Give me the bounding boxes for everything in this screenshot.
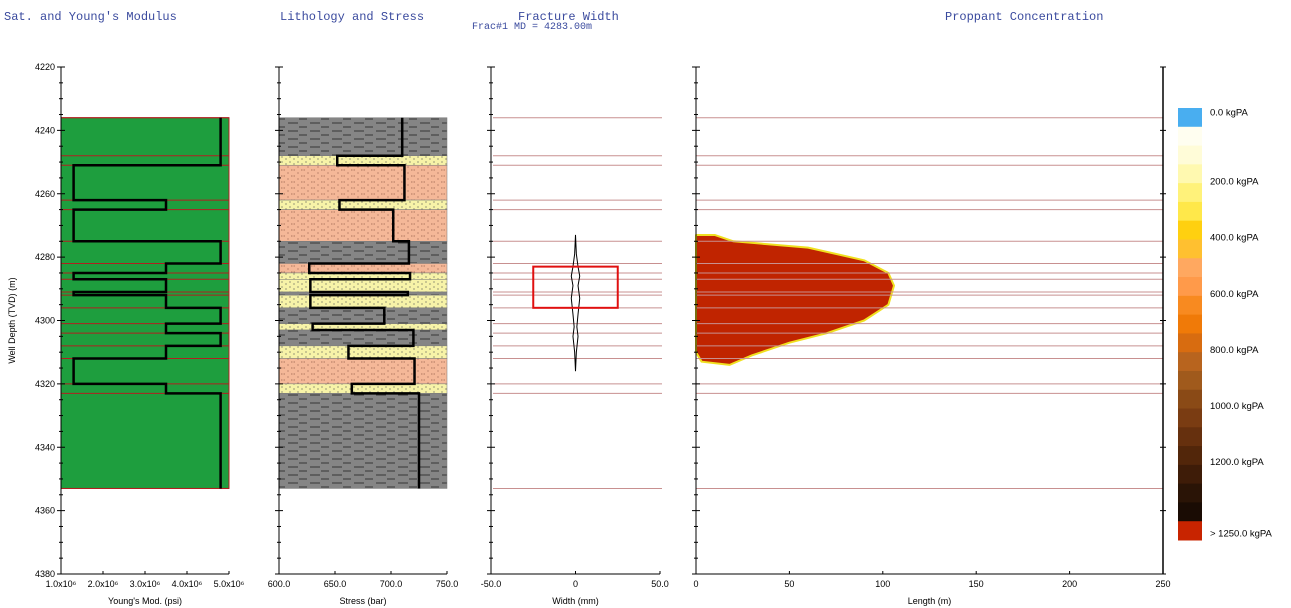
y-tick-label: 4340 xyxy=(35,442,55,452)
lithology-layer-sand xyxy=(278,155,448,166)
x-tick-label: 700.0 xyxy=(380,579,403,589)
x-tick-label: 0 xyxy=(693,579,698,589)
x-tick-label: 150 xyxy=(969,579,984,589)
legend-label: 200.0 kgPA xyxy=(1210,176,1259,187)
perforation-interval-box xyxy=(532,265,619,309)
y-tick-label: 4280 xyxy=(35,252,55,262)
saturation-fill xyxy=(60,117,230,489)
lithology-layer-shale xyxy=(278,307,448,324)
stress-panel-title: Lithology and Stress xyxy=(280,10,425,24)
proppant-concentration-chart: 0 50 100 150 200 250 Length (m) xyxy=(692,66,1171,606)
legend-label: 800.0 kgPA xyxy=(1210,345,1259,356)
y-tick-label: 4220 xyxy=(35,62,55,72)
x-axis-label: Length (m) xyxy=(908,596,952,606)
legend-color-band xyxy=(1178,108,1202,128)
legend-color-band xyxy=(1178,258,1202,278)
lithology-layer-shale xyxy=(278,329,448,347)
legend-color-band xyxy=(1178,446,1202,466)
lithology-layer-silt xyxy=(278,358,448,385)
x-tick-label: 0 xyxy=(573,579,578,589)
y-tick-label: 4240 xyxy=(35,125,55,135)
legend-color-band xyxy=(1178,295,1202,316)
lithology-layer-shale xyxy=(278,117,448,156)
legend-color-band xyxy=(1178,220,1202,240)
width-panel-title: Fracture Width xyxy=(518,10,619,24)
legend-label: 1200.0 kgPA xyxy=(1210,457,1264,468)
x-tick-label: 3.0x10⁶ xyxy=(130,579,161,589)
lithology-layer-sand xyxy=(278,345,448,359)
legend-color-band xyxy=(1178,164,1202,184)
legend-color-band xyxy=(1178,333,1202,353)
x-tick-label: 100 xyxy=(875,579,890,589)
lithology-layer-silt xyxy=(278,209,448,242)
legend-color-band xyxy=(1178,145,1202,165)
x-tick-label: 1.0x10⁶ xyxy=(46,579,77,589)
legend-label: > 1250.0 kgPA xyxy=(1210,529,1273,540)
lithology-layer-silt xyxy=(278,164,448,201)
x-axis-label: Width (mm) xyxy=(552,596,599,606)
legend-color-band xyxy=(1178,183,1202,203)
legend-color-band xyxy=(1178,389,1202,410)
x-tick-label: 50.0 xyxy=(651,579,669,589)
y-tick-label: 4300 xyxy=(35,316,55,326)
fracture-width-profile xyxy=(570,234,581,372)
x-tick-label: 600.0 xyxy=(268,579,291,589)
x-tick-label: -50.0 xyxy=(481,579,502,589)
stress-line xyxy=(307,117,421,489)
x-axis-label: Young's Mod. (psi) xyxy=(108,596,182,606)
proppant-panel-title: Proppant Concentration xyxy=(945,10,1104,24)
x-tick-label: 4.0x10⁶ xyxy=(172,579,203,589)
youngs-panel-title: Sat. and Young's Modulus xyxy=(4,10,177,24)
legend-label: 0.0 kgPA xyxy=(1210,107,1249,118)
legend-color-band xyxy=(1178,370,1202,391)
lithology-layer-shale xyxy=(278,393,448,489)
lithology-layer-sand xyxy=(278,199,448,210)
legend-color-band xyxy=(1178,483,1202,503)
y-tick-label: 4320 xyxy=(35,379,55,389)
proppant-area xyxy=(695,233,896,366)
legend-color-band xyxy=(1178,464,1202,485)
proppant-legend: 0.0 kgPA 200.0 kgPA 400.0 kgPA 600.0 kgPA 80… xyxy=(1178,107,1273,541)
x-tick-label: 650.0 xyxy=(324,579,347,589)
lithology-layer-sand xyxy=(278,383,448,394)
youngs-modulus-line xyxy=(72,117,222,489)
legend-color-band xyxy=(1178,126,1202,147)
width-panel-subtitle: Frac#1 MD = 4283.00m xyxy=(472,22,593,33)
legend-color-band xyxy=(1178,408,1202,428)
y-tick-label: 4260 xyxy=(35,189,55,199)
legend-color-band xyxy=(1178,239,1202,259)
legend-color-band xyxy=(1178,352,1202,372)
legend-color-band xyxy=(1178,521,1202,541)
x-tick-label: 200 xyxy=(1062,579,1077,589)
legend-label: 1000.0 kgPA xyxy=(1210,401,1264,412)
legend-color-band xyxy=(1178,502,1202,522)
y-tick-label: 4380 xyxy=(35,569,55,579)
youngs-modulus-chart: 1.0x10⁶ 2.0x10⁶ 3.0x10⁶ 4.0x10⁶ 5.0x10⁶ Young… xyxy=(7,62,245,606)
x-tick-label: 2.0x10⁶ xyxy=(88,579,119,589)
legend-color-band xyxy=(1178,314,1202,334)
x-tick-label: 50 xyxy=(784,579,794,589)
lithology-layer-silt xyxy=(278,263,448,274)
x-axis-label: Stress (bar) xyxy=(339,596,386,606)
legend-label: 400.0 kgPA xyxy=(1210,233,1259,244)
lithology-layer-sand xyxy=(278,279,448,293)
legend-color-band xyxy=(1178,427,1202,447)
x-tick-label: 250 xyxy=(1155,579,1170,589)
fracture-width-chart: -50.0 0 50.0 Width (mm) xyxy=(481,66,669,606)
lithology-layer-shale xyxy=(278,241,448,264)
legend-color-band xyxy=(1178,277,1202,297)
legend-label: 600.0 kgPA xyxy=(1210,289,1259,300)
x-tick-label: 5.0x10⁶ xyxy=(214,579,245,589)
legend-color-band xyxy=(1178,201,1202,222)
x-tick-label: 750.0 xyxy=(436,579,459,589)
lithology-stress-chart: 600.0 650.0 700.0 750.0 Stress (bar) xyxy=(268,66,459,606)
y-axis-label: Well Depth (TVD) (m) xyxy=(7,277,17,363)
lithology-layer-sand xyxy=(278,294,448,309)
y-tick-label: 4360 xyxy=(35,506,55,516)
